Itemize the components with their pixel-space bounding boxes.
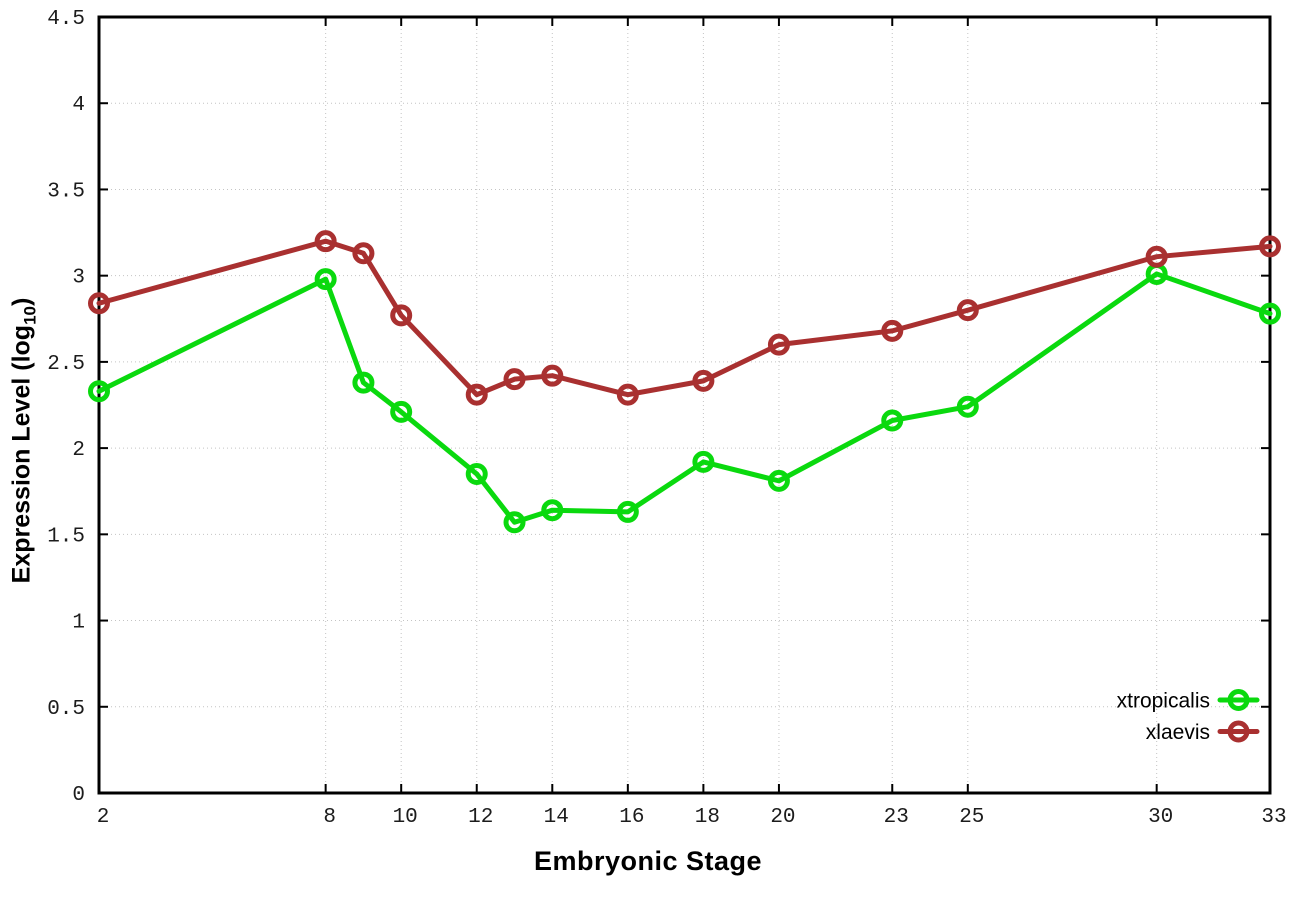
y-tick-label: 0.5 [47, 698, 85, 721]
y-axis-title-end: ) [7, 297, 36, 306]
x-tick-label: 20 [770, 806, 795, 829]
y-axis-title-subscript: 10 [20, 306, 40, 325]
y-tick-label: 2 [72, 439, 85, 462]
x-axis-title: Embryonic Stage [533, 846, 763, 876]
series-xtropicalis-marker [881, 409, 904, 432]
tick-marks [98, 16, 1271, 794]
y-tick-label: 0 [72, 784, 85, 807]
legend-sample-marker-xlaevis [1227, 720, 1250, 743]
y-tick-label: 2.5 [47, 353, 85, 376]
x-tick-label: 8 [323, 806, 336, 829]
y-tick-label: 3 [72, 267, 85, 290]
legend-label-xtropicalis: xtropicalis [1117, 690, 1210, 713]
series-xlaevis-line [96, 238, 1273, 398]
series-xlaevis-marker [956, 299, 979, 322]
series-xtropicalis [88, 262, 1281, 534]
series-xtropicalis-marker [541, 499, 564, 522]
y-axis-title-main: Expression Level (log [7, 324, 36, 584]
series-xlaevis-marker [88, 292, 110, 315]
series-xtropicalis-marker [767, 469, 790, 492]
series-xtropicalis-marker [352, 371, 375, 394]
series-xlaevis [88, 230, 1281, 406]
legend: xtropicalis xlaevis [1117, 689, 1260, 744]
tick-labels: 0 0.5 1 1.5 2 2.5 3 3.5 4 4.5 2 8 10 12 14 16 18 20 23 25 30… [47, 8, 1286, 829]
series-xlaevis-marker [1145, 245, 1168, 268]
legend-sample-marker-xtropicalis [1227, 689, 1250, 711]
series-xtropicalis-marker [1259, 302, 1281, 325]
y-tick-label: 4 [72, 94, 85, 117]
series-xtropicalis-marker [616, 500, 639, 523]
series-xtropicalis-marker [503, 511, 526, 534]
series-xtropicalis-marker [390, 400, 413, 423]
series-xlaevis-marker [503, 368, 526, 391]
series-xlaevis-marker [352, 242, 375, 265]
y-tick-label: 3.5 [47, 180, 85, 203]
series-xtropicalis-marker [465, 462, 488, 485]
x-tick-label: 12 [468, 806, 493, 829]
x-tick-label: 2 [97, 806, 110, 829]
series-xtropicalis-marker [314, 268, 337, 291]
series-xtropicalis-marker [956, 395, 979, 418]
series-xlaevis-marker [465, 383, 488, 406]
series-xlaevis-marker [1259, 235, 1281, 258]
plot-border [97, 15, 1272, 795]
series-xtropicalis-marker [88, 380, 110, 403]
y-tick-label: 4.5 [47, 8, 85, 31]
series-xlaevis-marker [314, 230, 337, 253]
series-xtropicalis-line [96, 271, 1273, 525]
y-tick-label: 1 [72, 612, 85, 635]
series-xlaevis-marker [541, 364, 564, 387]
x-tick-label: 30 [1148, 806, 1173, 829]
x-tick-label: 33 [1261, 806, 1286, 829]
x-tick-label: 14 [544, 806, 569, 829]
series-xtropicalis-marker [692, 450, 715, 473]
x-tick-label: 25 [959, 806, 984, 829]
x-tick-label: 23 [884, 806, 909, 829]
series-xlaevis-marker [767, 333, 790, 356]
series-xlaevis-marker [692, 369, 715, 392]
y-tick-label: 1.5 [47, 525, 85, 548]
x-tick-label: 16 [619, 806, 644, 829]
x-tick-label: 18 [695, 806, 720, 829]
x-tick-label: 10 [393, 806, 418, 829]
grid-lines [99, 17, 1270, 793]
legend-label-xlaevis: xlaevis [1146, 721, 1210, 744]
series-xlaevis-marker [881, 319, 904, 342]
series-xlaevis-marker [390, 304, 413, 327]
y-axis-title: Expression Level (log10) [8, 221, 41, 661]
series-xlaevis-marker [616, 383, 639, 406]
